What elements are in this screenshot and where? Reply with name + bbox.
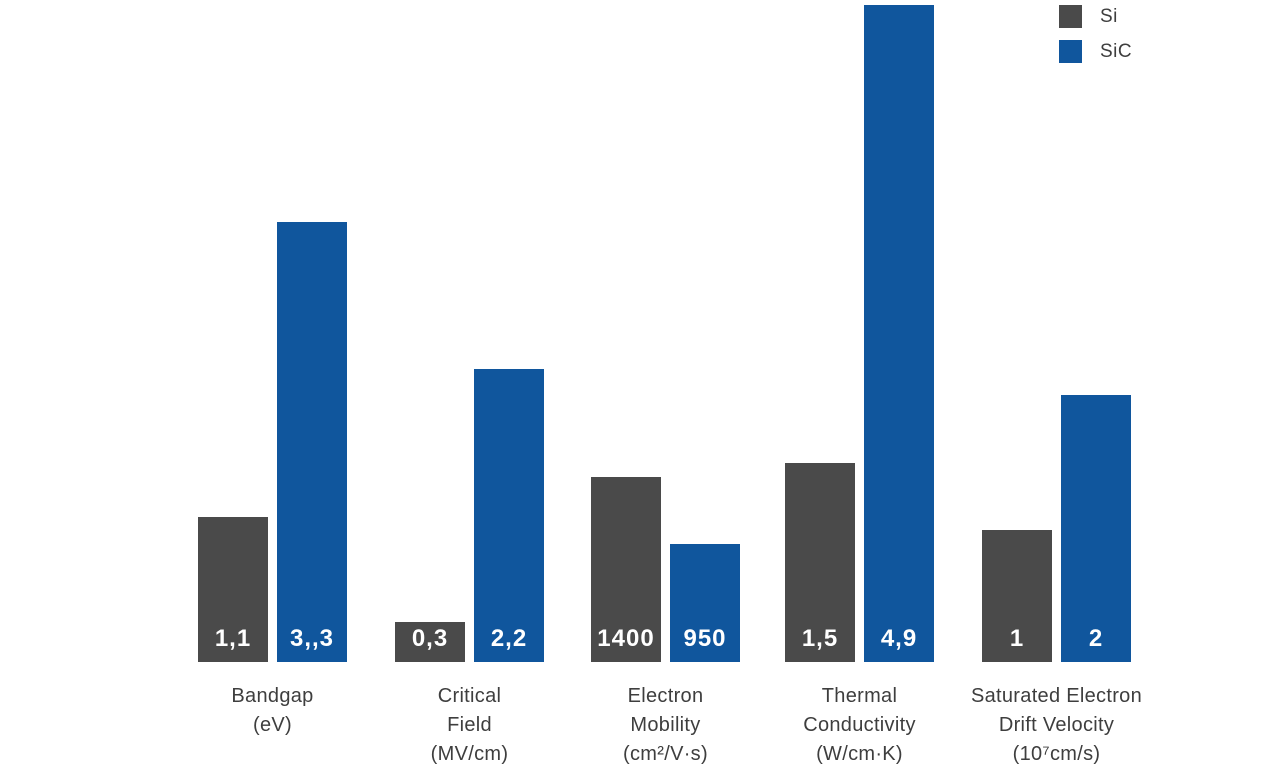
category-label-critical-field: Critical Field (MV/cm) (430, 685, 509, 765)
legend-swatch-sic-icon (1059, 40, 1082, 63)
bar-group-bandgap: 1,1 3,,3 Bandgap (eV) (198, 0, 347, 769)
bar-group-saturated-drift-velocity: 1 2 Saturated Electron Drift Velocity (10⁷cm… (971, 0, 1142, 769)
chart-legend: Si SiC (1059, 5, 1132, 75)
bar-si-electron-mobility: 1400 (591, 477, 661, 662)
legend-item-sic: SiC (1059, 40, 1132, 63)
bar-value-label-sic-bandgap: 3,,3 (289, 625, 335, 652)
bar-pair-bandgap: 1,1 3,,3 (198, 0, 347, 662)
bar-group-thermal-conductivity: 1,5 4,9 Thermal Conductivity (W/cm·K) (785, 0, 934, 769)
legend-item-si: Si (1059, 5, 1132, 28)
bar-value-label-sic-critical-field: 2,2 (490, 625, 528, 652)
bar-value-label-si-electron-mobility: 1400 (597, 625, 655, 652)
bar-value-label-sic-electron-mobility: 950 (683, 625, 727, 652)
bar-value-label-si-saturated-drift-velocity: 1 (1009, 625, 1025, 652)
category-label-saturated-drift-velocity: Saturated Electron Drift Velocity (10⁷cm/s… (970, 685, 1143, 765)
bar-value-label-si-bandgap: 1,1 (214, 625, 252, 652)
bar-value-label-si-critical-field: 0,3 (411, 625, 449, 652)
legend-label-si: Si (1100, 5, 1118, 27)
bar-group-critical-field: 0,3 2,2 Critical Field (MV/cm) (395, 0, 544, 769)
bar-group-electron-mobility: 1400 950 Electron Mobility (cm²/V·s) (591, 0, 740, 769)
bar-si-thermal-conductivity: 1,5 (785, 463, 855, 662)
category-label-bandgap: Bandgap (eV) (231, 685, 314, 736)
bar-pair-critical-field: 0,3 2,2 (395, 0, 544, 662)
bar-si-saturated-drift-velocity: 1 (982, 530, 1052, 662)
bar-sic-saturated-drift-velocity: 2 (1061, 395, 1131, 662)
legend-label-sic: SiC (1100, 40, 1133, 62)
bar-pair-thermal-conductivity: 1,5 4,9 (785, 0, 934, 662)
bar-sic-critical-field: 2,2 (474, 369, 544, 662)
bar-pair-electron-mobility: 1400 950 (591, 0, 740, 662)
bar-sic-bandgap: 3,,3 (277, 222, 347, 662)
category-label-thermal-conductivity: Thermal Conductivity (W/cm·K) (803, 685, 916, 765)
bar-si-critical-field: 0,3 (395, 622, 465, 662)
legend-swatch-si-icon (1059, 5, 1082, 28)
bar-value-label-sic-thermal-conductivity: 4,9 (880, 625, 918, 652)
bar-value-label-sic-saturated-drift-velocity: 2 (1088, 625, 1104, 652)
bar-sic-electron-mobility: 950 (670, 544, 740, 662)
bar-si-bandgap: 1,1 (198, 517, 268, 662)
bar-sic-thermal-conductivity: 4,9 (864, 5, 934, 662)
bar-value-label-si-thermal-conductivity: 1,5 (801, 625, 839, 652)
category-label-electron-mobility: Electron Mobility (cm²/V·s) (623, 685, 708, 765)
